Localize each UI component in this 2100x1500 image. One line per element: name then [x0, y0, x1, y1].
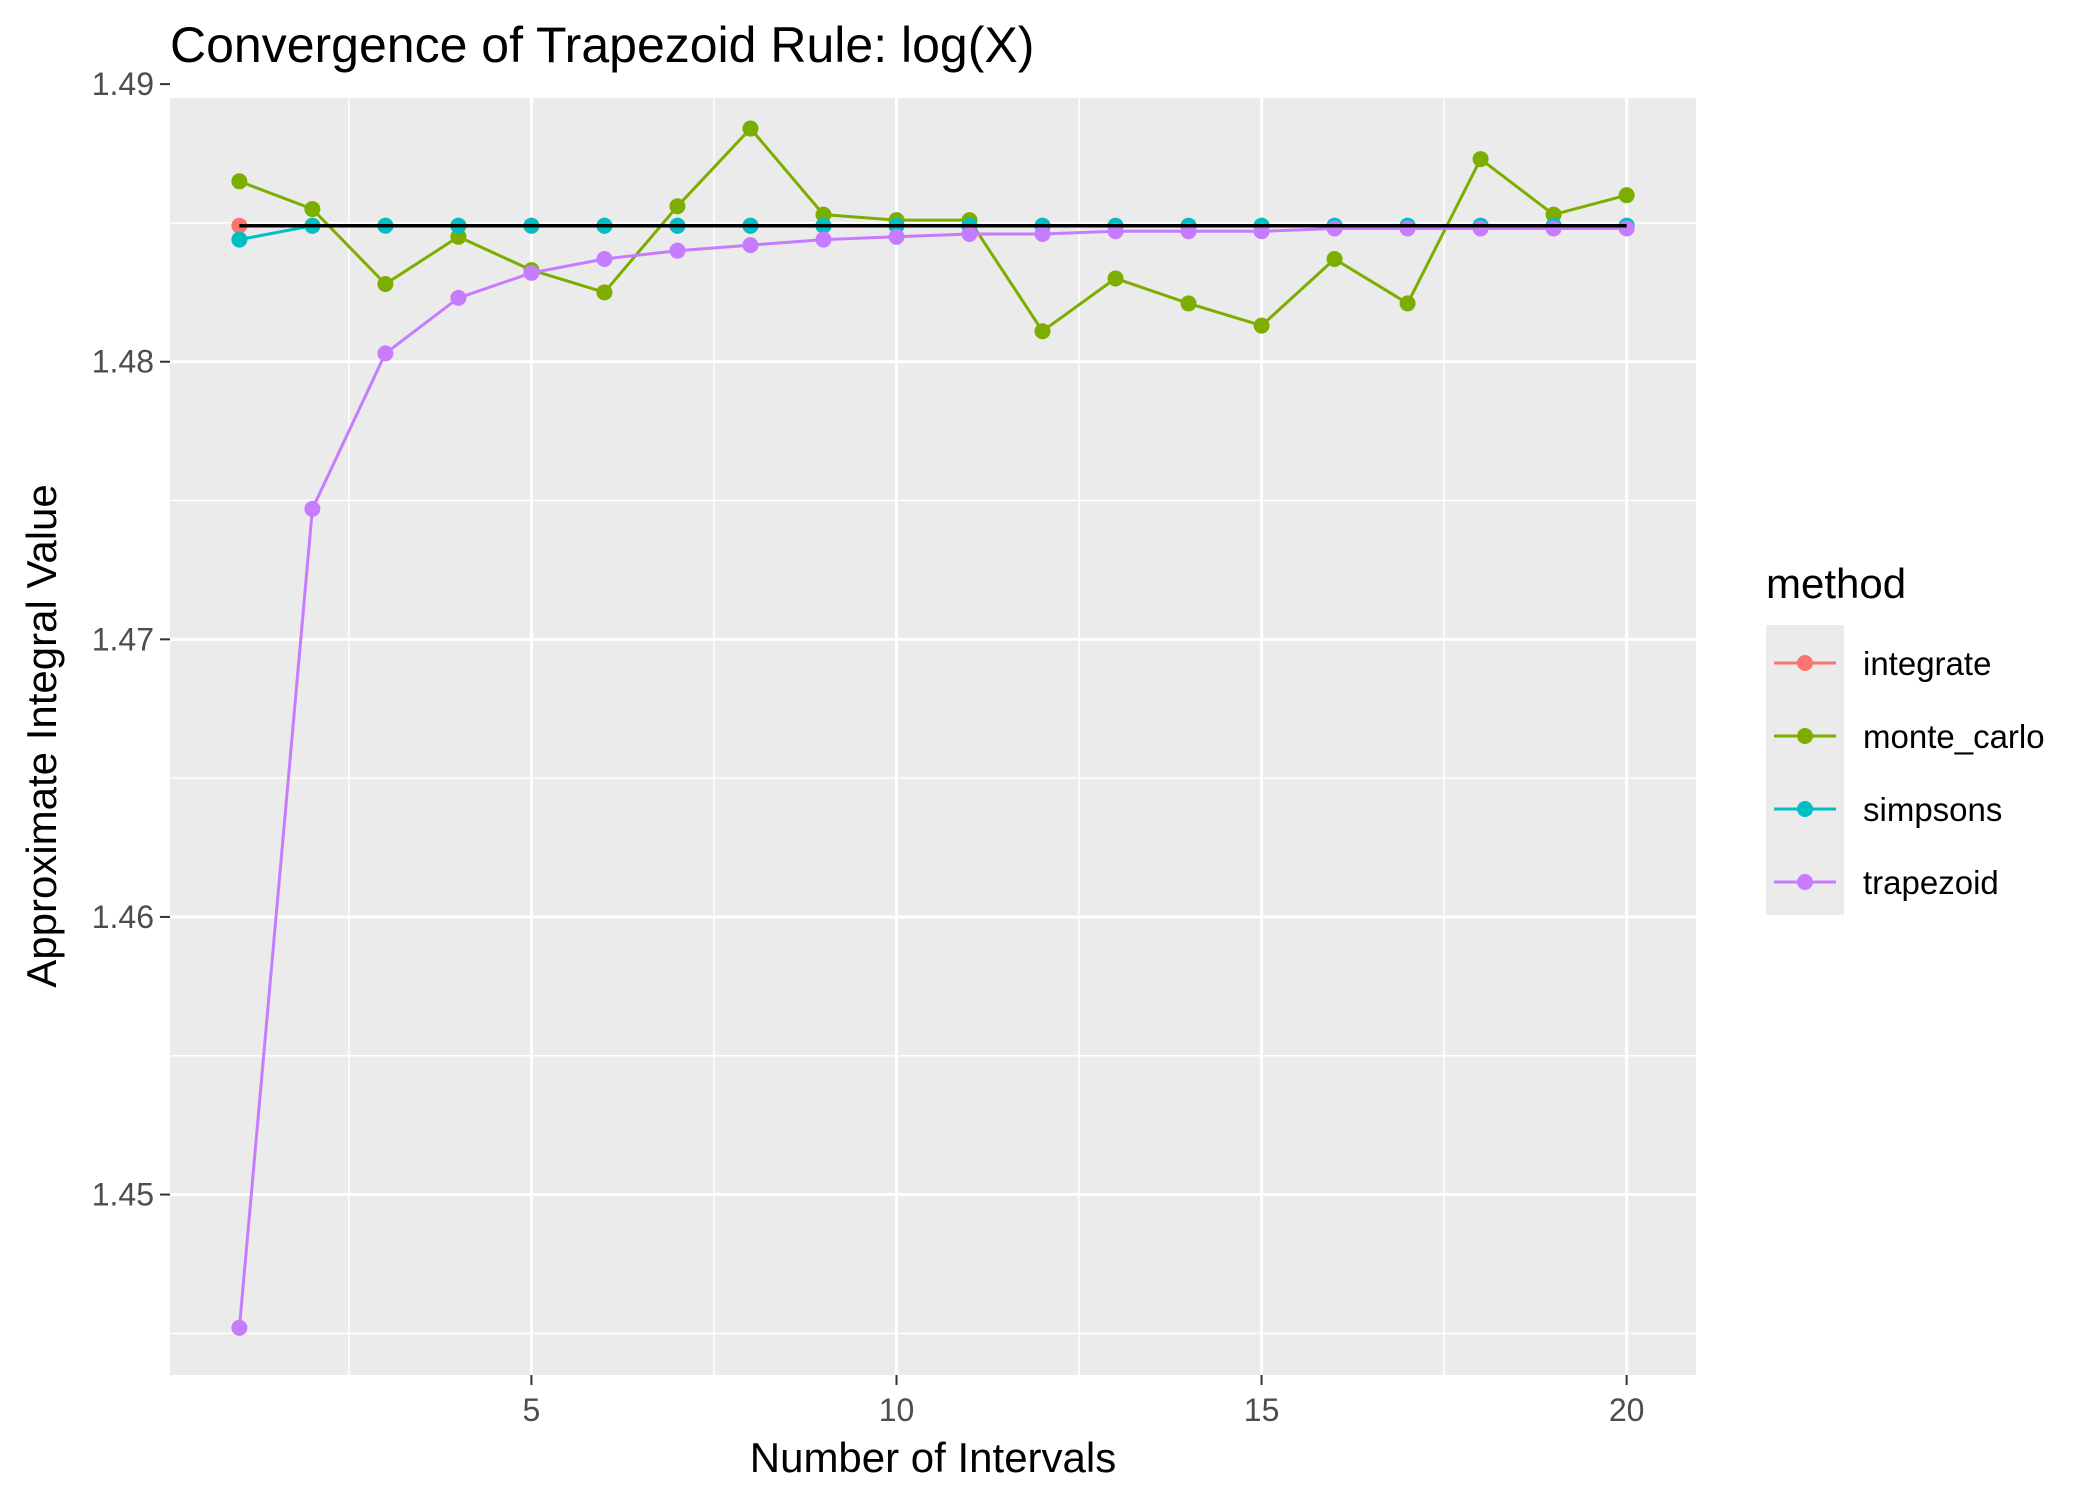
legend: method integrate monte_carlo simpsons trape… — [1766, 560, 2045, 915]
series-line-trapezoid — [237, 227, 1627, 1328]
legend-label-monte_carlo: monte_carlo — [1863, 718, 2045, 755]
legend-label-integrate: integrate — [1863, 645, 1991, 682]
point-monte_carlo — [1107, 270, 1124, 287]
y-tick-label: 1.46 — [92, 899, 154, 935]
point-monte_carlo — [1618, 187, 1635, 204]
point-monte_carlo — [669, 198, 686, 215]
x-tick-label: 5 — [523, 1392, 541, 1428]
legend-key-point-monte_carlo — [1797, 728, 1813, 744]
point-monte_carlo — [304, 201, 321, 218]
point-trapezoid — [231, 1319, 248, 1336]
legend-key-point-trapezoid — [1797, 874, 1813, 890]
legend-key-point-integrate — [1797, 655, 1813, 671]
x-tick-label: 15 — [1244, 1392, 1280, 1428]
x-tick-label: 20 — [1609, 1392, 1645, 1428]
point-trapezoid — [523, 264, 540, 281]
point-trapezoid — [1399, 220, 1416, 237]
plot-panel — [170, 98, 1696, 1375]
point-monte_carlo — [1326, 251, 1343, 268]
point-trapezoid — [815, 231, 832, 248]
point-trapezoid — [961, 226, 978, 243]
point-trapezoid — [742, 237, 759, 254]
y-tick-label: 1.48 — [92, 344, 154, 380]
legend-title: method — [1766, 560, 1906, 607]
grid-minor — [170, 98, 1696, 1375]
y-axis: 1.45 1.46 1.47 1.48 1.49 — [92, 66, 170, 1213]
point-monte_carlo — [1399, 295, 1416, 312]
x-tick-label: 10 — [879, 1392, 915, 1428]
legend-items: integrate monte_carlo simpsons trapezoid — [1774, 645, 2045, 901]
point-monte_carlo — [1180, 295, 1197, 312]
legend-label-simpsons: simpsons — [1863, 791, 2002, 828]
point-trapezoid — [1472, 220, 1489, 237]
point-monte_carlo — [450, 228, 467, 245]
point-monte_carlo — [1034, 323, 1051, 340]
legend-key-background — [1766, 625, 1844, 915]
y-tick-label: 1.45 — [92, 1177, 154, 1213]
grid-major — [170, 82, 1696, 1375]
point-simpsons — [231, 231, 248, 248]
point-trapezoid — [1034, 226, 1051, 243]
x-axis: 5 10 15 20 — [523, 1375, 1645, 1428]
x-axis-title: Number of Intervals — [750, 1434, 1116, 1481]
point-trapezoid — [1545, 220, 1562, 237]
point-trapezoid — [1326, 220, 1343, 237]
point-trapezoid — [1618, 220, 1635, 237]
y-axis-title: Approximate Integral Value — [18, 484, 65, 988]
point-monte_carlo — [377, 275, 394, 292]
point-monte_carlo — [1545, 206, 1562, 223]
point-trapezoid — [596, 251, 613, 268]
point-monte_carlo — [596, 284, 613, 301]
point-monte_carlo — [1253, 317, 1270, 334]
chart-title: Convergence of Trapezoid Rule: log(X) — [170, 17, 1034, 73]
point-trapezoid — [888, 228, 905, 245]
point-trapezoid — [669, 242, 686, 259]
point-monte_carlo — [1472, 151, 1489, 168]
point-trapezoid — [450, 289, 467, 306]
point-trapezoid — [304, 500, 321, 517]
y-tick-label: 1.47 — [92, 621, 154, 657]
point-trapezoid — [377, 345, 394, 362]
legend-key-point-simpsons — [1797, 801, 1813, 817]
point-monte_carlo — [742, 120, 759, 137]
point-monte_carlo — [815, 206, 832, 223]
legend-label-trapezoid: trapezoid — [1863, 864, 1999, 901]
series-line-monte_carlo — [238, 127, 1627, 333]
y-tick-label: 1.49 — [92, 66, 154, 102]
point-monte_carlo — [231, 173, 248, 190]
